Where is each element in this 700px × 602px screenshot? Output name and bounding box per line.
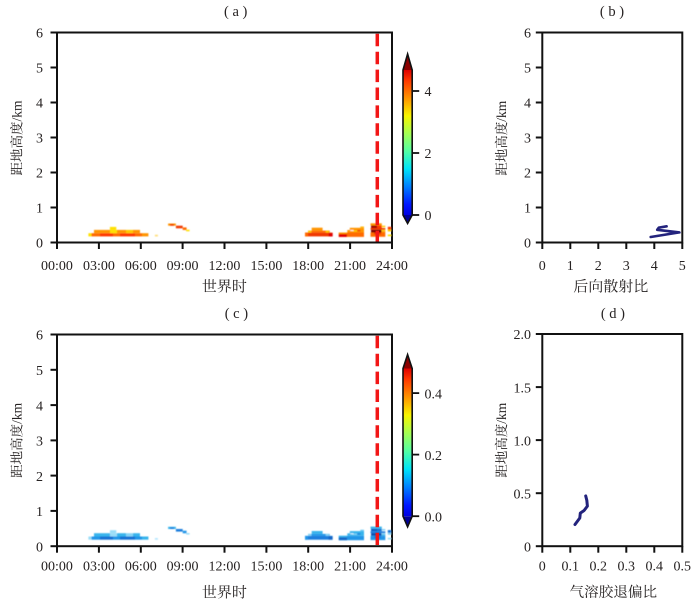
- svg-text:00:00: 00:00: [41, 560, 73, 575]
- svg-text:15:00: 15:00: [250, 560, 282, 575]
- svg-text:0.5: 0.5: [674, 560, 692, 575]
- svg-text:/km: /km: [494, 100, 509, 122]
- svg-text:1: 1: [524, 202, 531, 217]
- svg-text:0.2: 0.2: [590, 560, 608, 575]
- svg-text:15:00: 15:00: [250, 259, 282, 274]
- svg-text:/km: /km: [494, 402, 509, 424]
- svg-text:( c ): ( c ): [225, 306, 249, 322]
- svg-text:00:00: 00:00: [41, 259, 73, 274]
- svg-text:21:00: 21:00: [334, 560, 366, 575]
- svg-text:0: 0: [539, 259, 546, 274]
- svg-text:4: 4: [524, 97, 531, 112]
- svg-text:03:00: 03:00: [83, 560, 115, 575]
- svg-text:4: 4: [425, 85, 432, 100]
- svg-text:0.3: 0.3: [618, 560, 636, 575]
- svg-text:09:00: 09:00: [167, 259, 199, 274]
- svg-text:03:00: 03:00: [83, 259, 115, 274]
- svg-text:0: 0: [524, 540, 531, 555]
- svg-text:0.2: 0.2: [425, 449, 443, 464]
- svg-text:24:00: 24:00: [376, 259, 408, 274]
- svg-text:5: 5: [36, 62, 43, 77]
- svg-text:/km: /km: [10, 402, 25, 424]
- svg-text:0.0: 0.0: [425, 510, 443, 525]
- svg-text:6: 6: [36, 329, 43, 344]
- svg-text:1.5: 1.5: [514, 381, 532, 396]
- svg-text:( b ): ( b ): [600, 4, 624, 20]
- svg-text:4: 4: [36, 97, 43, 112]
- svg-text:( a ): ( a ): [224, 4, 248, 20]
- svg-text:1: 1: [36, 505, 43, 520]
- svg-text:3: 3: [36, 132, 43, 147]
- svg-text:0: 0: [425, 209, 432, 224]
- svg-text:6: 6: [36, 27, 43, 42]
- svg-text:5: 5: [679, 259, 686, 274]
- svg-text:06:00: 06:00: [125, 560, 157, 575]
- svg-text:09:00: 09:00: [167, 560, 199, 575]
- svg-text:06:00: 06:00: [125, 259, 157, 274]
- svg-text:12:00: 12:00: [209, 259, 241, 274]
- svg-text:4: 4: [651, 259, 658, 274]
- svg-text:( d ): ( d ): [601, 306, 625, 322]
- svg-text:21:00: 21:00: [334, 259, 366, 274]
- svg-text:2: 2: [524, 167, 531, 182]
- svg-text:5: 5: [524, 62, 531, 77]
- svg-text:0.4: 0.4: [425, 387, 443, 402]
- svg-text:3: 3: [623, 259, 630, 274]
- svg-text:0.1: 0.1: [562, 560, 580, 575]
- svg-text:1.0: 1.0: [514, 434, 532, 449]
- svg-text:0.5: 0.5: [514, 487, 532, 502]
- svg-text:5: 5: [36, 364, 43, 379]
- svg-text:4: 4: [36, 399, 43, 414]
- svg-text:1: 1: [567, 259, 574, 274]
- svg-text:0: 0: [36, 540, 43, 555]
- svg-text:0: 0: [36, 237, 43, 252]
- svg-text:0.4: 0.4: [646, 560, 664, 575]
- svg-text:24:00: 24:00: [376, 560, 408, 575]
- svg-text:0: 0: [539, 560, 546, 575]
- svg-text:18:00: 18:00: [292, 259, 324, 274]
- svg-text:/km: /km: [10, 100, 25, 122]
- svg-text:3: 3: [524, 132, 531, 147]
- svg-text:2.0: 2.0: [514, 328, 532, 343]
- svg-text:18:00: 18:00: [292, 560, 324, 575]
- svg-text:12:00: 12:00: [209, 560, 241, 575]
- svg-text:2: 2: [425, 147, 432, 162]
- svg-text:1: 1: [36, 202, 43, 217]
- svg-text:2: 2: [36, 167, 43, 182]
- svg-text:2: 2: [36, 470, 43, 485]
- svg-text:0: 0: [524, 237, 531, 252]
- svg-text:6: 6: [524, 27, 531, 42]
- svg-text:2: 2: [595, 259, 602, 274]
- svg-text:3: 3: [36, 435, 43, 450]
